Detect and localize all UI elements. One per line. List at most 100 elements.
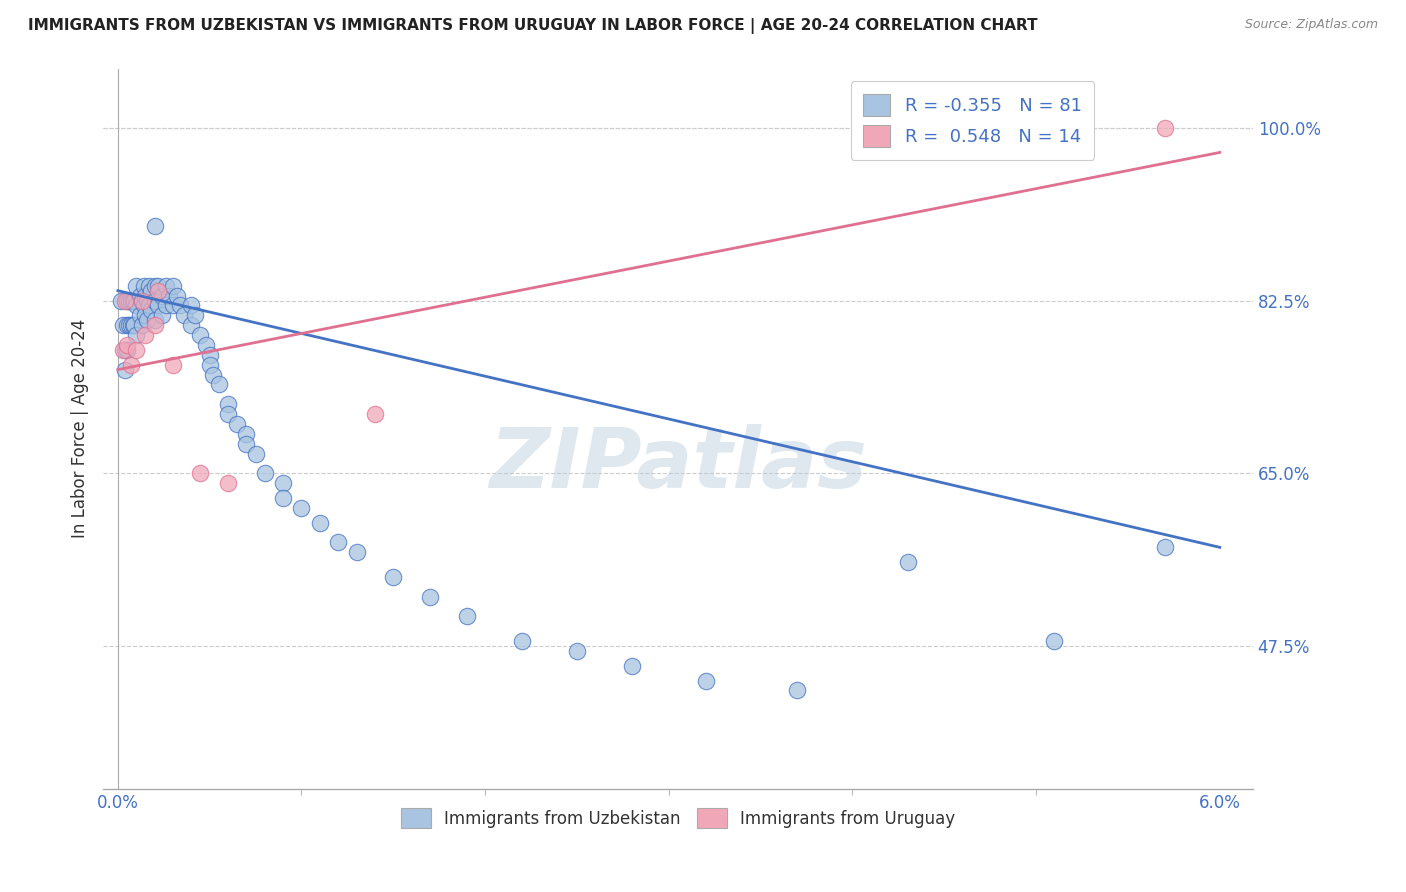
Point (419, 590, 441, 604)
Point (134, 309, 156, 323)
Point (155, 278, 177, 293)
Point (346, 545, 368, 559)
Point (128, 288, 150, 302)
Point (271, 476, 294, 491)
Point (166, 288, 188, 302)
Point (148, 298, 170, 312)
Point (125, 298, 148, 312)
Point (226, 417, 249, 431)
Point (115, 338, 138, 352)
Point (114, 343, 136, 357)
Text: ZIPatlas: ZIPatlas (489, 425, 868, 506)
Point (125, 278, 148, 293)
Point (1153, 120, 1175, 135)
Text: IMMIGRANTS FROM UZBEKISTAN VS IMMIGRANTS FROM URUGUAY IN LABOR FORCE | AGE 20-24: IMMIGRANTS FROM UZBEKISTAN VS IMMIGRANTS… (28, 18, 1038, 34)
Point (198, 358, 221, 372)
Point (115, 318, 138, 333)
Point (190, 467, 212, 481)
Point (131, 318, 153, 333)
Point (120, 318, 142, 333)
Point (290, 500, 312, 515)
Point (121, 293, 143, 308)
Point (125, 343, 148, 357)
Point (456, 609, 478, 624)
Point (148, 278, 170, 293)
Point (131, 293, 153, 308)
Point (124, 293, 146, 308)
Point (1153, 541, 1175, 555)
Point (271, 491, 294, 505)
Point (382, 570, 405, 584)
Point (565, 644, 588, 658)
Point (786, 683, 808, 698)
Point (134, 328, 156, 343)
Point (180, 318, 202, 333)
Point (162, 298, 184, 312)
Point (138, 278, 160, 293)
Point (162, 358, 184, 372)
Point (115, 293, 138, 308)
Point (157, 288, 180, 302)
Point (131, 293, 153, 308)
Point (114, 293, 136, 308)
Point (155, 298, 177, 312)
Point (132, 298, 155, 312)
Point (136, 313, 159, 327)
Point (139, 303, 162, 318)
Point (184, 309, 207, 323)
Point (208, 377, 231, 392)
Point (136, 293, 159, 308)
Point (1043, 634, 1066, 648)
Point (128, 309, 150, 323)
Point (217, 407, 239, 421)
Point (364, 407, 387, 421)
Point (124, 318, 146, 333)
Point (510, 634, 533, 648)
Point (118, 293, 141, 308)
Point (194, 338, 217, 352)
Point (125, 328, 148, 343)
Point (112, 318, 135, 333)
Point (235, 426, 257, 441)
Text: Source: ZipAtlas.com: Source: ZipAtlas.com (1244, 18, 1378, 31)
Point (180, 298, 202, 312)
Point (162, 278, 184, 293)
Point (217, 397, 239, 411)
Point (245, 446, 267, 460)
Point (114, 362, 136, 376)
Point (148, 284, 170, 298)
Point (118, 318, 141, 333)
Point (120, 293, 142, 308)
Point (308, 516, 330, 530)
Point (134, 288, 156, 302)
Point (235, 436, 257, 450)
Point (143, 219, 166, 234)
Point (328, 535, 350, 549)
Point (217, 476, 239, 491)
Point (143, 318, 166, 333)
Point (121, 318, 143, 333)
Point (173, 309, 195, 323)
Point (150, 309, 173, 323)
Point (115, 343, 138, 357)
Legend: Immigrants from Uzbekistan, Immigrants from Uruguay: Immigrants from Uzbekistan, Immigrants f… (394, 801, 962, 835)
Point (143, 313, 166, 327)
Point (132, 278, 155, 293)
Point (150, 288, 173, 302)
Point (138, 298, 160, 312)
Point (190, 328, 212, 343)
Point (253, 467, 276, 481)
Point (120, 358, 142, 372)
Point (112, 343, 135, 357)
Point (202, 368, 225, 382)
Point (143, 278, 166, 293)
Y-axis label: In Labor Force | Age 20-24: In Labor Force | Age 20-24 (72, 319, 89, 539)
Point (198, 348, 221, 362)
Point (139, 284, 162, 298)
Point (896, 555, 918, 569)
Point (110, 293, 132, 308)
Point (169, 298, 191, 312)
Point (695, 673, 717, 688)
Point (621, 658, 644, 673)
Point (143, 293, 166, 308)
